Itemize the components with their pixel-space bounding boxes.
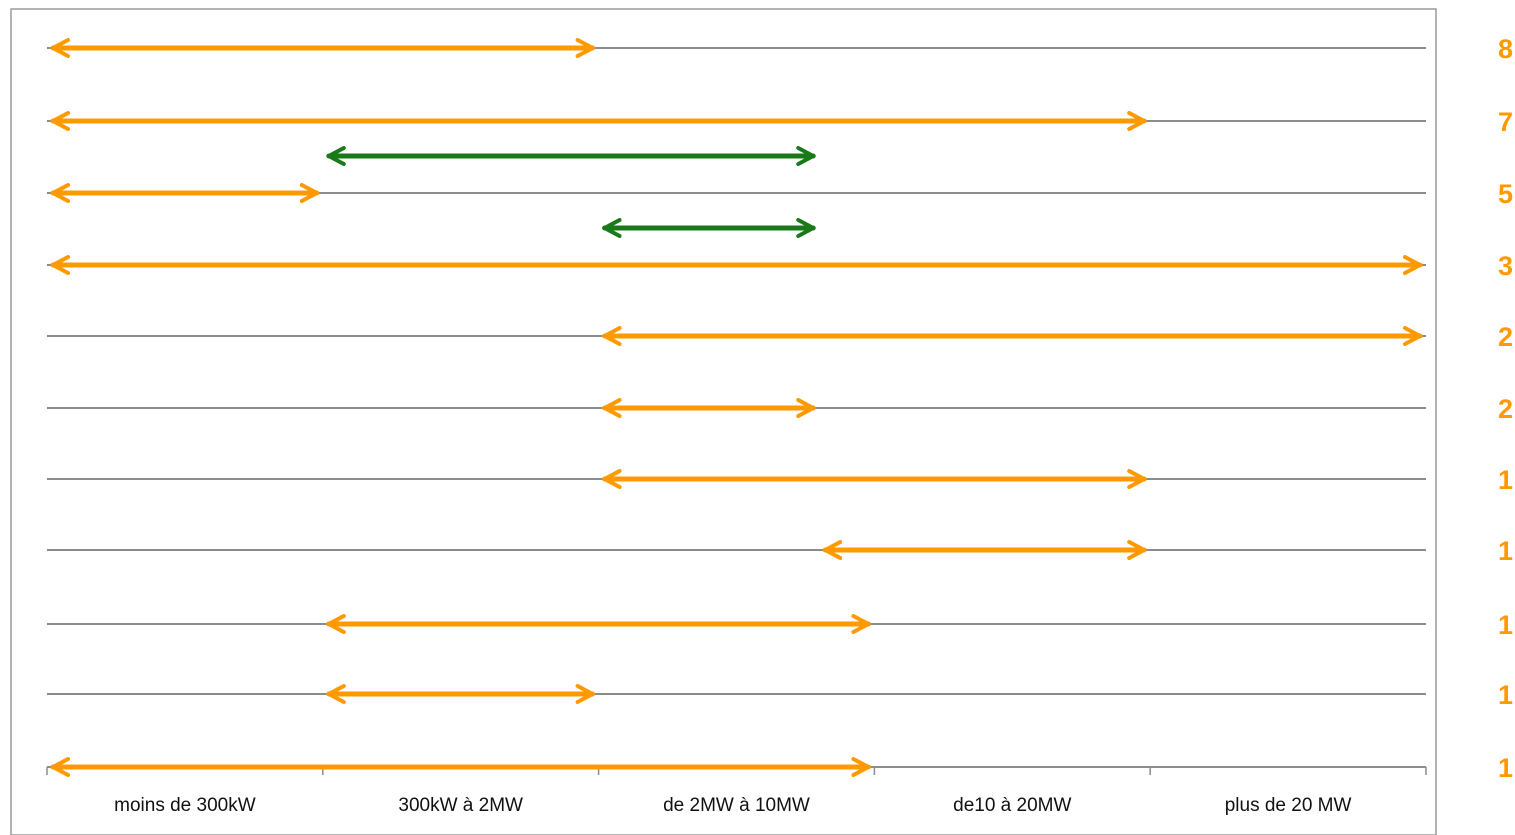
row-count-label: 7 bbox=[1498, 107, 1513, 137]
row-count-label: 1 bbox=[1498, 610, 1513, 640]
row-count-label: 1 bbox=[1498, 536, 1513, 566]
range-arrows bbox=[50, 38, 1423, 777]
row-counts: 8 7 5 3 2 2 1 1 1 1 1 bbox=[1498, 34, 1513, 783]
x-tick-label: moins de 300kW bbox=[114, 795, 256, 816]
row-count-label: 1 bbox=[1498, 680, 1513, 710]
row-count-label: 2 bbox=[1498, 322, 1513, 352]
x-tick-label: plus de 20 MW bbox=[1225, 795, 1352, 816]
row-count-label: 2 bbox=[1498, 394, 1513, 424]
row-count-label: 3 bbox=[1498, 251, 1513, 281]
row-count-label: 1 bbox=[1498, 753, 1513, 783]
row-count-label: 1 bbox=[1498, 465, 1513, 495]
x-tick-label: de 2MW à 10MW bbox=[663, 795, 810, 816]
chart-frame bbox=[10, 8, 1437, 835]
row-count-label: 5 bbox=[1498, 179, 1513, 209]
x-axis: moins de 300kW 300kW à 2MW de 2MW à 10MW de… bbox=[46, 767, 1427, 816]
row-count-label: 8 bbox=[1498, 34, 1513, 64]
x-tick-label: de10 à 20MW bbox=[953, 795, 1071, 816]
x-tick-label: 300kW à 2MW bbox=[398, 795, 523, 816]
